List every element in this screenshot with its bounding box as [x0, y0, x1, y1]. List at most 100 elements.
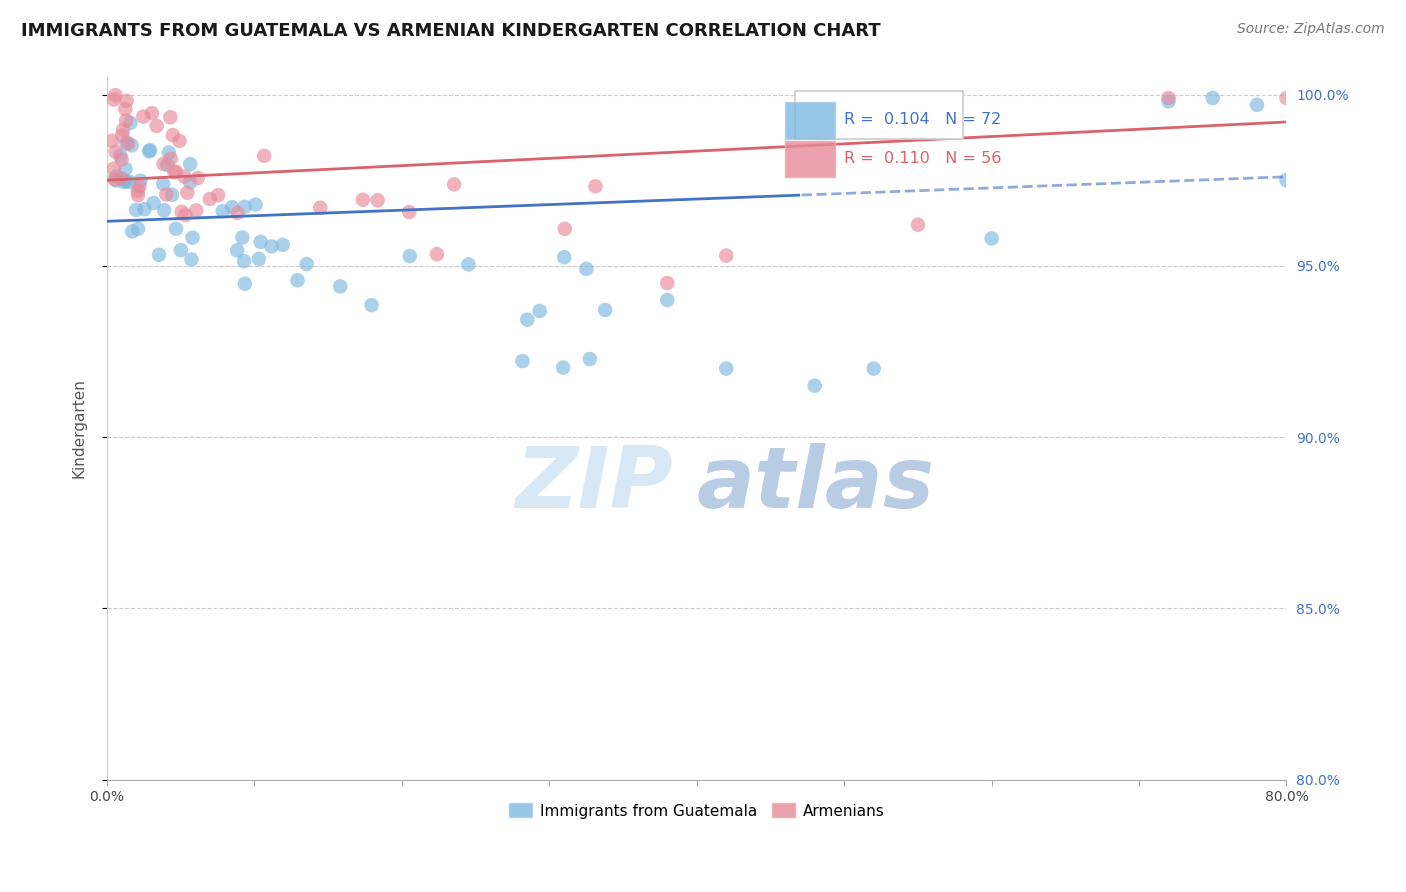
Point [160, 187, 183, 202]
Point [142, 196, 165, 211]
Point [159, 110, 181, 124]
Point [253, 149, 276, 163]
Point [579, 352, 602, 367]
Point [554, 222, 576, 236]
Point [231, 230, 253, 244]
Point [155, 187, 177, 202]
Point [105, 173, 128, 187]
Text: IMMIGRANTS FROM GUATEMALA VS ARMENIAN KINDERGARTEN CORRELATION CHART: IMMIGRANTS FROM GUATEMALA VS ARMENIAN KI… [21, 22, 880, 40]
Point [128, 179, 150, 194]
Point [516, 312, 538, 326]
Point [585, 179, 607, 194]
Point [127, 222, 149, 236]
Point [148, 248, 170, 262]
Point [117, 136, 139, 151]
Point [187, 171, 209, 186]
Point [186, 203, 208, 218]
Point [862, 361, 884, 376]
Point [295, 257, 318, 271]
Point [165, 222, 187, 236]
Point [179, 157, 201, 171]
Point [125, 202, 148, 217]
Point [132, 110, 155, 124]
Text: ZIP: ZIP [516, 443, 673, 526]
Point [101, 134, 124, 148]
Point [157, 145, 180, 160]
Point [152, 177, 174, 191]
Point [207, 188, 229, 202]
Point [233, 254, 256, 268]
Point [110, 148, 132, 162]
Point [1157, 91, 1180, 105]
Point [153, 203, 176, 218]
Point [112, 175, 135, 189]
Point [103, 172, 125, 186]
Text: Source: ZipAtlas.com: Source: ZipAtlas.com [1237, 22, 1385, 37]
Text: R =  0.104   N = 72: R = 0.104 N = 72 [844, 112, 1001, 127]
Point [803, 378, 825, 392]
Point [114, 174, 136, 188]
Point [443, 178, 465, 192]
Point [156, 158, 179, 172]
Point [1157, 95, 1180, 109]
Point [245, 197, 267, 211]
Point [352, 193, 374, 207]
Point [593, 303, 616, 318]
Point [1275, 173, 1298, 187]
Point [529, 304, 551, 318]
Point [127, 184, 149, 198]
Point [104, 145, 127, 159]
Point [139, 143, 162, 157]
Point [1246, 98, 1268, 112]
Point [181, 230, 204, 244]
Point [141, 106, 163, 120]
Legend: Immigrants from Guatemala, Armenians: Immigrants from Guatemala, Armenians [503, 797, 890, 824]
Point [1275, 91, 1298, 105]
Point [105, 169, 128, 184]
Point [180, 252, 202, 267]
Text: R =  0.110   N = 56: R = 0.110 N = 56 [844, 151, 1001, 166]
Text: R = 0.104   N = 72
R = 0.110   N = 56: R = 0.104 N = 72 R = 0.110 N = 56 [803, 98, 955, 131]
Point [162, 128, 184, 142]
Point [247, 252, 270, 266]
Point [575, 261, 598, 276]
Point [716, 361, 738, 376]
Point [152, 157, 174, 171]
Point [457, 257, 479, 271]
Point [309, 201, 332, 215]
Point [110, 171, 132, 186]
Point [716, 248, 738, 262]
Point [114, 102, 136, 116]
Point [112, 122, 135, 136]
Point [174, 208, 197, 222]
Point [138, 145, 160, 159]
Point [121, 224, 143, 238]
Point [367, 194, 389, 208]
Point [398, 249, 420, 263]
Point [226, 244, 249, 258]
Point [398, 205, 420, 219]
Point [118, 175, 141, 189]
Point [233, 200, 256, 214]
FancyBboxPatch shape [785, 102, 835, 138]
Point [907, 218, 929, 232]
Point [221, 200, 243, 214]
Point [120, 116, 142, 130]
Point [145, 119, 167, 133]
Point [226, 206, 249, 220]
Point [179, 175, 201, 189]
Point [115, 94, 138, 108]
Point [260, 239, 283, 253]
Point [115, 113, 138, 128]
Point [170, 204, 193, 219]
Point [163, 165, 186, 179]
Point [329, 279, 352, 293]
Point [287, 273, 309, 287]
Point [111, 153, 134, 167]
Point [233, 277, 256, 291]
Point [211, 204, 233, 219]
Point [134, 202, 156, 217]
Point [198, 192, 221, 206]
Point [129, 174, 152, 188]
Point [249, 235, 271, 249]
